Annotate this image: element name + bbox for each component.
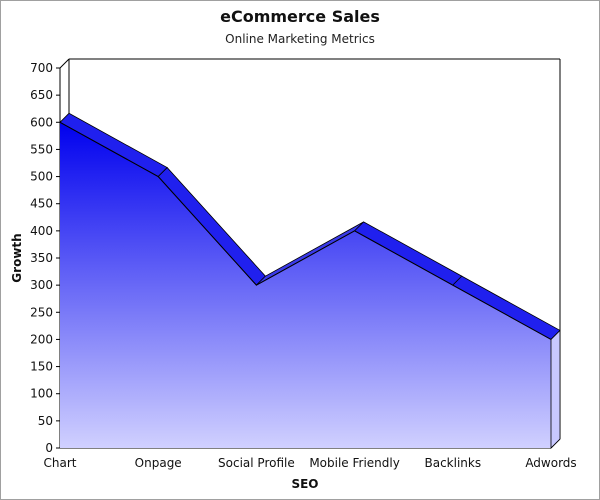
- data-point-2: [255, 284, 257, 286]
- y-tick-label: 200: [30, 332, 53, 346]
- x-tick-label: Mobile Friendly: [309, 456, 400, 470]
- y-axis-top-edge: [59, 58, 70, 69]
- y-tick-label: 600: [30, 115, 53, 129]
- y-tick-label: 550: [30, 142, 53, 156]
- data-point-1: [157, 176, 159, 178]
- y-tick-label: 100: [30, 387, 53, 401]
- x-axis-label: SEO: [291, 477, 318, 491]
- y-axis-label: Growth: [10, 233, 24, 282]
- area-series-line: [59, 121, 552, 340]
- y-tick-label: 250: [30, 305, 53, 319]
- y-tick-label: 400: [30, 224, 53, 238]
- y-tick-label: 650: [30, 88, 53, 102]
- x-tick-label: Backlinks: [424, 456, 481, 470]
- data-point-5: [550, 338, 552, 340]
- y-tick-label: 0: [45, 441, 53, 455]
- y-tick-label: 500: [30, 170, 53, 184]
- plot-area: [59, 112, 561, 449]
- chart-title: eCommerce Sales: [220, 7, 380, 26]
- x-tick-label: Adwords: [525, 456, 576, 470]
- y-tick-label: 350: [30, 251, 53, 265]
- y-tick-label: 50: [38, 414, 53, 428]
- x-tick-label: Onpage: [135, 456, 182, 470]
- data-point-4: [452, 284, 454, 286]
- x-axis-ticks: Chart Onpage Social Profile Mobile Friendly…: [44, 456, 577, 470]
- y-tick-label: 450: [30, 197, 53, 211]
- y-tick-label: 300: [30, 278, 53, 292]
- x-tick-label: Chart: [44, 456, 77, 470]
- x-tick-label: Social Profile: [218, 456, 295, 470]
- chart-subtitle: Online Marketing Metrics: [225, 32, 375, 46]
- area-side-face: [550, 329, 561, 449]
- y-axis-ticks: 0 50 100 150 200 250 300 350 400 450 500 550 600 650 7…: [30, 61, 60, 455]
- y-tick-label: 150: [30, 360, 53, 374]
- data-point-3: [354, 230, 356, 232]
- y-tick-label: 700: [30, 61, 53, 75]
